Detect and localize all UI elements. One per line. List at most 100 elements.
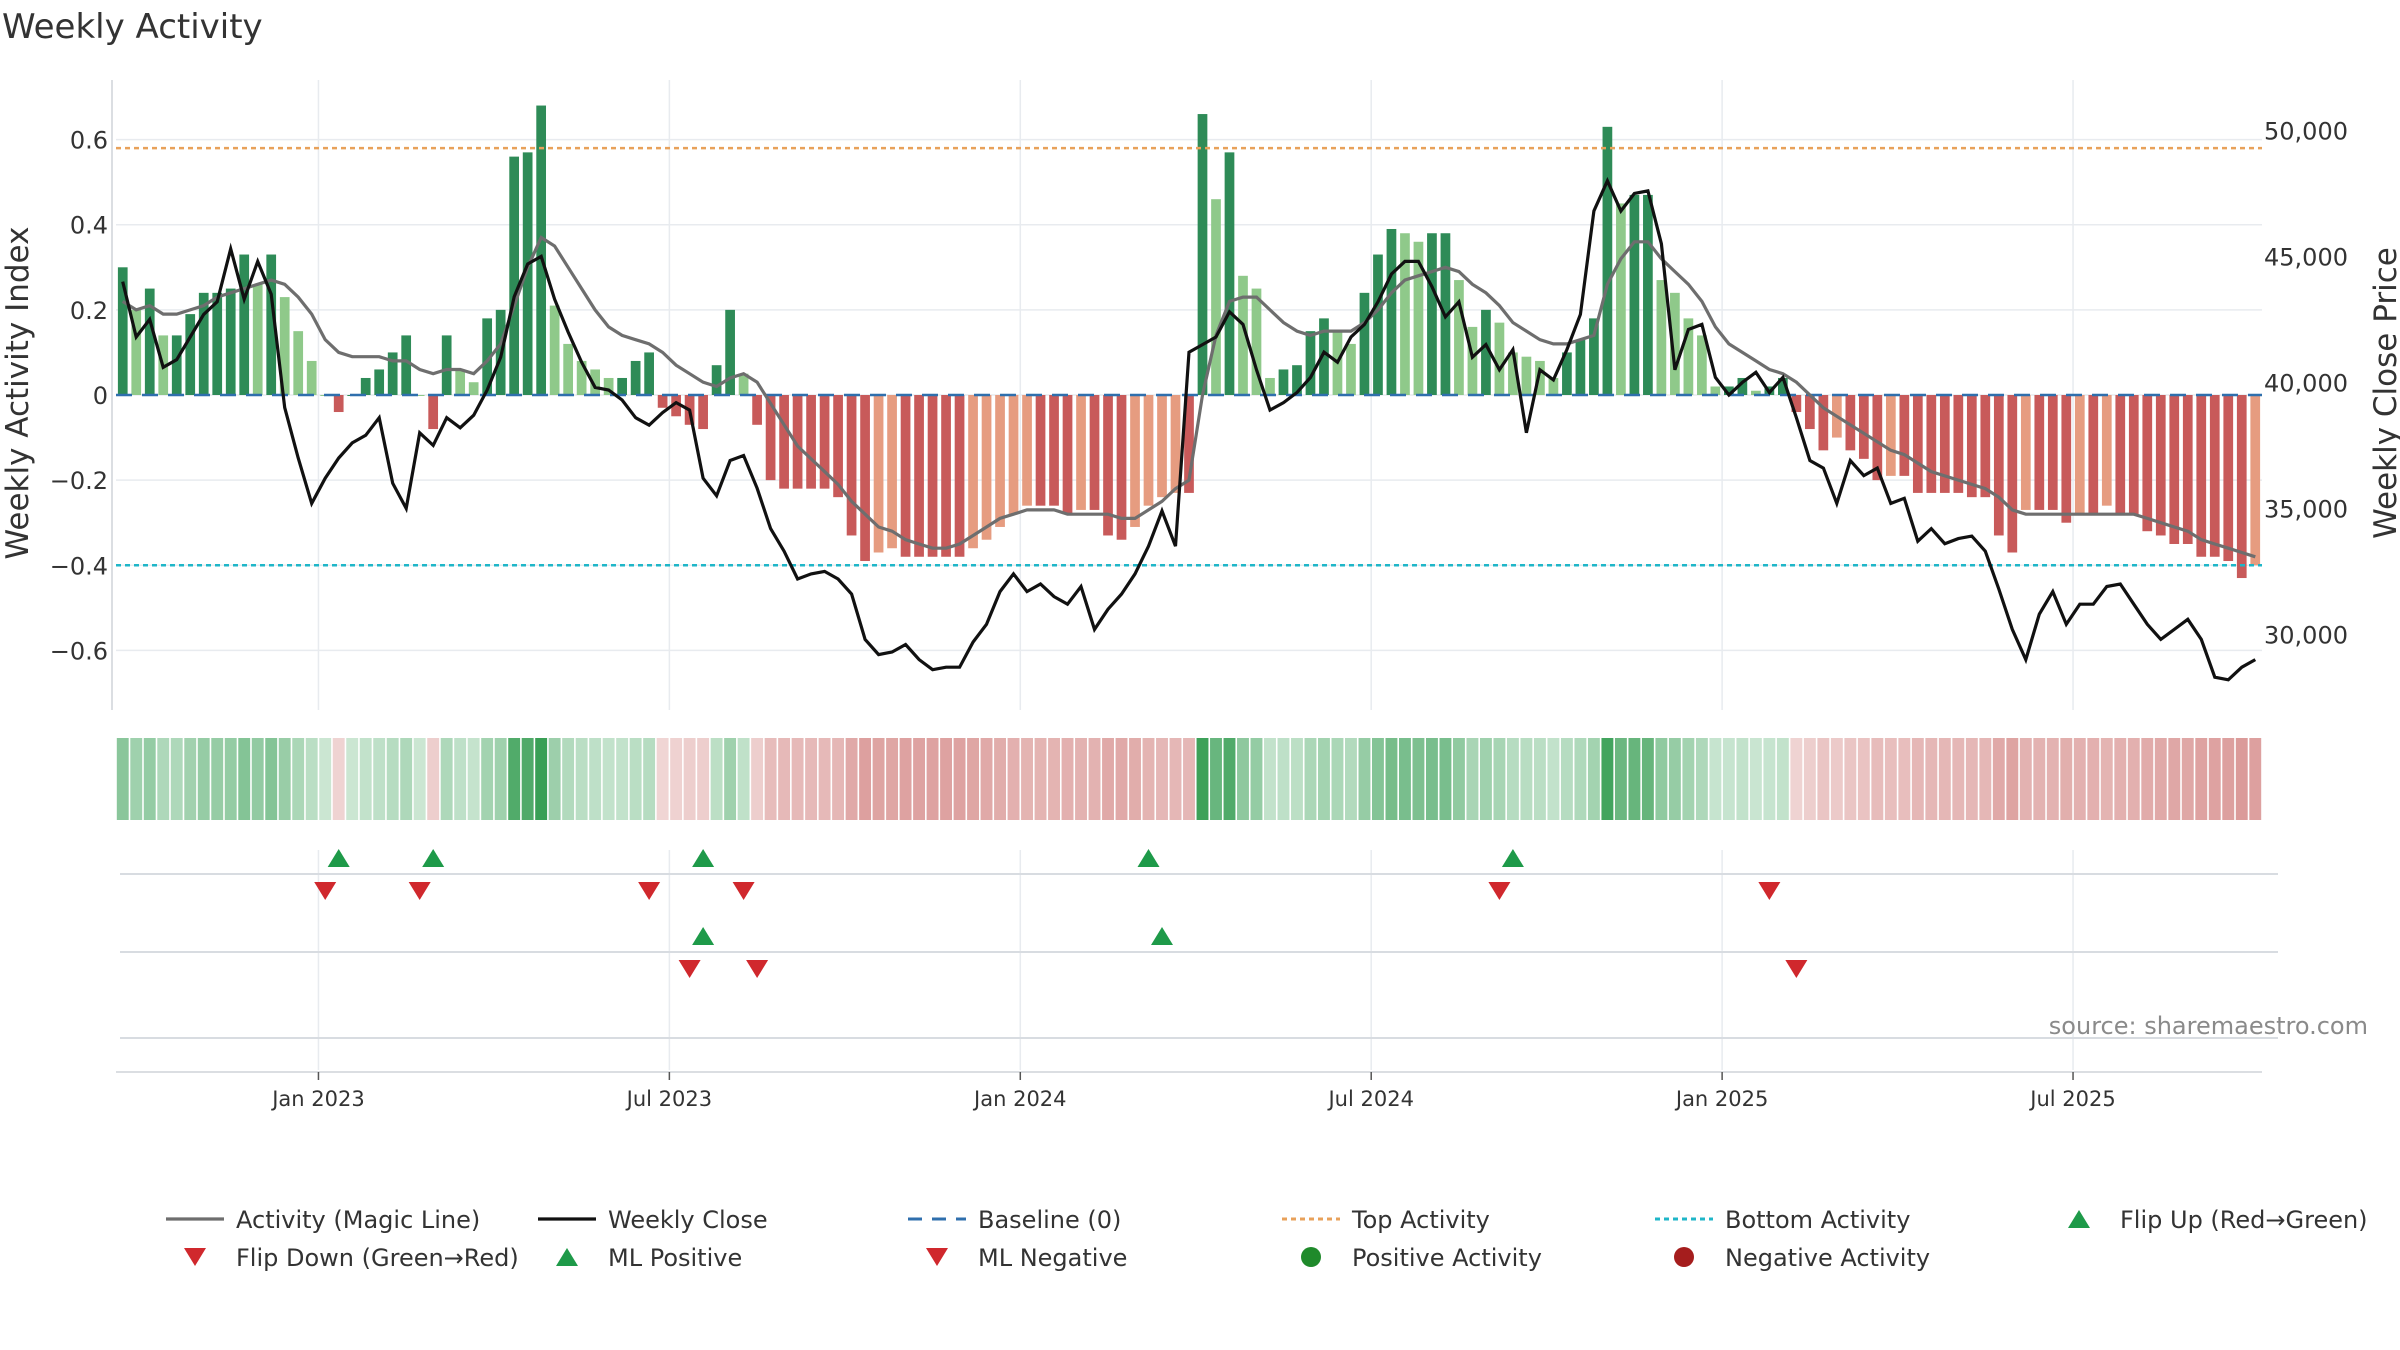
activity-bar [2155, 395, 2166, 536]
heat-cell [400, 738, 413, 820]
heat-cell [1925, 738, 1938, 820]
heat-cell [2127, 738, 2140, 820]
activity-bar [293, 331, 304, 395]
heat-cell [845, 738, 858, 820]
activity-bar [1791, 395, 1802, 413]
activity-bar [2196, 395, 2207, 557]
activity-bar [536, 105, 547, 396]
heat-cell [805, 738, 818, 820]
activity-bar [2236, 395, 2247, 579]
activity-bar [1912, 395, 1923, 493]
chart-title: Weekly Activity [2, 7, 263, 47]
activity-bar [212, 292, 223, 395]
activity-bar [1427, 233, 1437, 395]
activity-bar [1548, 377, 1559, 395]
heat-cell [494, 738, 507, 820]
flip-down-marker [638, 882, 661, 900]
heat-cell [710, 738, 723, 820]
heat-cell [1898, 738, 1911, 820]
heat-cell [278, 738, 291, 820]
heat-cell [224, 738, 237, 820]
legend-item: ML Positive [556, 1244, 742, 1272]
heat-cell [508, 738, 521, 820]
heat-cell [332, 738, 345, 820]
legend-label: Weekly Close [608, 1206, 768, 1234]
heat-cell [1790, 738, 1803, 820]
activity-bar [2088, 395, 2099, 515]
activity-bar [711, 365, 722, 395]
heat-cell [251, 738, 264, 820]
activity-bar [131, 309, 142, 395]
activity-bar [1170, 395, 1181, 493]
activity-bar [482, 318, 493, 395]
activity-bar [1224, 152, 1235, 395]
activity-bar [941, 395, 951, 557]
activity-bar [522, 152, 533, 395]
activity-bar [1049, 395, 1059, 506]
legend-item: Baseline (0) [908, 1206, 1121, 1234]
activity-bar [765, 395, 776, 481]
heat-cell [886, 738, 899, 820]
heat-cell [481, 738, 494, 820]
activity-bar [752, 395, 762, 425]
activity-bar [1899, 395, 1910, 476]
heat-cell [1385, 738, 1398, 820]
flip-up-marker [1501, 849, 1524, 867]
flip-markers [120, 849, 2278, 1039]
activity-bar [1535, 360, 1545, 395]
legend-label: Flip Up (Red→Green) [2120, 1206, 2368, 1234]
heat-cell [751, 738, 764, 820]
heat-cell [1965, 738, 1978, 820]
activity-bar [1373, 254, 1383, 395]
heat-cell [2100, 738, 2113, 820]
heat-cell [1614, 738, 1627, 820]
legend-label: Top Activity [1351, 1206, 1490, 1234]
heat-cell [1574, 738, 1587, 820]
heat-cell [1601, 738, 1614, 820]
activity-bar [549, 305, 560, 395]
activity-bar [1238, 275, 1248, 395]
activity-bar [725, 309, 735, 395]
heat-cell [1452, 738, 1465, 820]
activity-bar [1251, 288, 1262, 395]
activity-bar [927, 395, 938, 557]
heat-cell [1803, 738, 1816, 820]
heat-cell [319, 738, 332, 820]
activity-bar [1858, 395, 1869, 459]
x-tick-label: Jan 2023 [270, 1087, 365, 1111]
ml-positive-marker [1151, 927, 1174, 945]
heat-cell [1210, 738, 1222, 820]
activity-bar [1845, 395, 1856, 451]
heat-cell [467, 738, 480, 820]
heat-cell [197, 738, 210, 820]
heat-cell [1641, 738, 1654, 820]
heat-cell [2006, 738, 2019, 820]
activity-bar [2142, 395, 2153, 532]
heat-cell [386, 738, 399, 820]
source-note: source: sharemaestro.com [2049, 1012, 2368, 1040]
legend-item: ML Negative [926, 1244, 1127, 1272]
legend-icon [926, 1248, 948, 1266]
legend-item: Positive Activity [1301, 1244, 1542, 1272]
activity-bar [630, 360, 641, 395]
activity-bar [1400, 233, 1410, 395]
legend: Activity (Magic Line) Weekly Close Baselin… [166, 1206, 2368, 1272]
heat-cell [1830, 738, 1843, 820]
heat-cell [1075, 738, 1087, 820]
heat-cell [1817, 738, 1830, 820]
activity-bar [185, 314, 196, 395]
activity-bar [1885, 395, 1896, 476]
y2-tick-label: 45,000 [2264, 243, 2348, 271]
x-tick-label: Jul 2024 [1326, 1087, 1413, 1111]
activity-bar [387, 352, 398, 395]
activity-bar [1089, 395, 1100, 510]
activity-bar [900, 395, 911, 557]
activity-bar [1562, 352, 1572, 395]
flip-down-marker [1488, 882, 1511, 900]
legend-label: Negative Activity [1725, 1244, 1930, 1272]
legend-label: ML Negative [978, 1244, 1127, 1272]
heat-cell [1372, 738, 1384, 820]
x-tick-label: Jan 2024 [972, 1087, 1067, 1111]
activity-bar [1481, 309, 1491, 395]
activity-bar [171, 335, 182, 395]
